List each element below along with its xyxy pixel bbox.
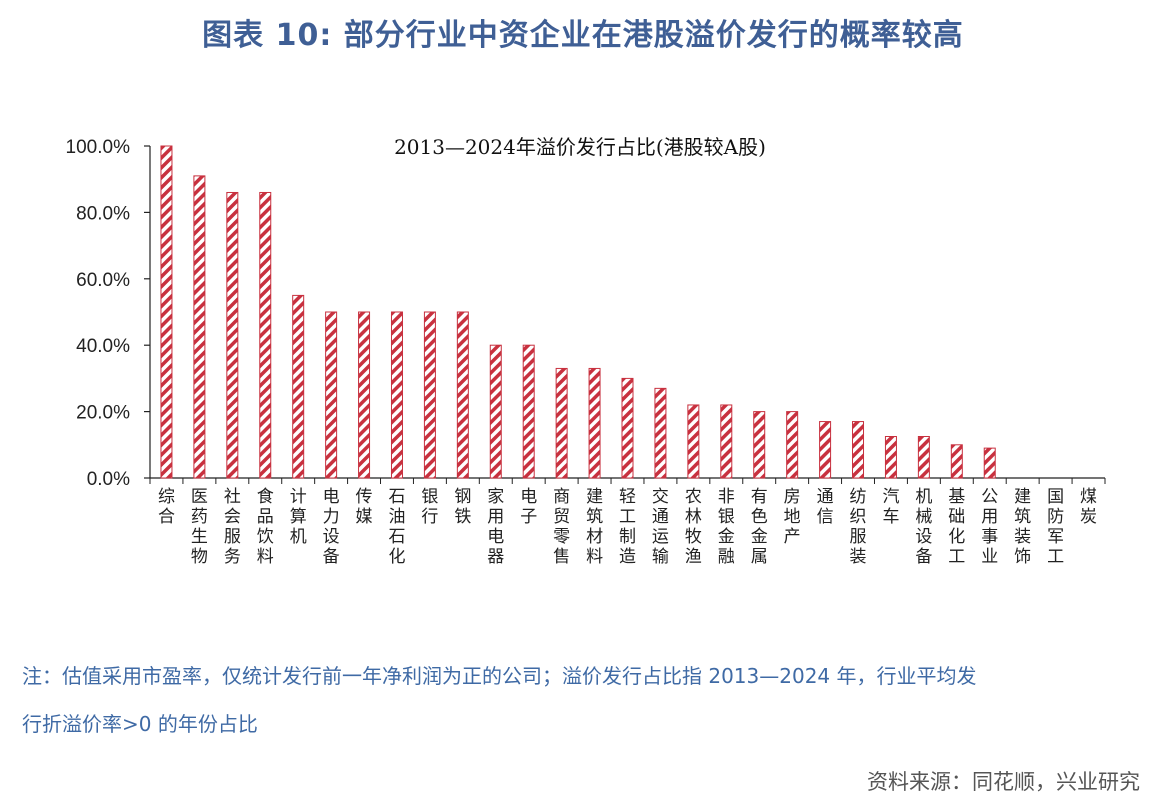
chart-title: 2013—2024年溢价发行占比(港股较A股) (394, 135, 766, 159)
bar (259, 191, 272, 479)
footnote-line-2: 行折溢价率>0 的年份占比 (22, 712, 258, 736)
x-tick-label: 银行 (421, 487, 438, 527)
bar (819, 421, 832, 479)
bar (292, 294, 305, 479)
bar (852, 421, 865, 479)
x-tick-label: 通信 (817, 487, 834, 527)
figure-title: 图表 10: 部分行业中资企业在港股溢价发行的概率较高 (202, 18, 964, 53)
x-tick-label: 电力设备 (323, 487, 340, 567)
x-tick-label: 电子 (520, 487, 537, 527)
bar (423, 311, 436, 479)
y-tick-label: 60.0% (76, 270, 130, 291)
x-tick-label: 有色金属 (751, 487, 768, 567)
bar (588, 367, 601, 479)
bar (160, 145, 173, 479)
y-axis: 0.0% 20.0% 40.0% 60.0% 80.0% 100.0% (66, 137, 151, 490)
bar (917, 436, 930, 479)
bar (193, 175, 206, 479)
bar (522, 344, 535, 479)
bar (654, 387, 667, 479)
x-tick-label: 计算机 (290, 487, 307, 547)
x-tick-label: 机械设备 (915, 487, 932, 567)
x-tick-label: 房地产 (784, 487, 801, 547)
x-tick-label: 非银金融 (718, 487, 735, 567)
x-tick-label: 传媒 (356, 487, 373, 527)
bar (390, 311, 403, 479)
bar-chart: 2013—2024年溢价发行占比(港股较A股) 0.0% 20.0% 40.0% 60… (66, 135, 1106, 567)
bar (555, 367, 568, 479)
y-tick-label: 40.0% (76, 336, 130, 357)
x-tick-label: 国防军工 (1047, 487, 1064, 567)
bar (325, 311, 338, 479)
bar (687, 404, 700, 479)
bar (621, 377, 634, 479)
x-tick-label: 社会服务 (224, 487, 241, 567)
y-tick-label: 0.0% (87, 469, 130, 490)
x-tick-label: 商贸零售 (553, 487, 570, 567)
bar (720, 404, 733, 479)
x-tick-label: 公用事业 (981, 487, 998, 567)
bar (884, 436, 897, 479)
footnote-line-1: 注：估值采用市盈率，仅统计发行前一年净利润为正的公司；溢价发行占比指 2013—… (22, 664, 977, 688)
bar (786, 411, 799, 479)
x-tick-label: 食品饮料 (257, 487, 274, 567)
bar (489, 344, 502, 479)
y-tick-label: 20.0% (76, 403, 130, 424)
y-tick-label: 80.0% (76, 203, 130, 224)
x-tick-label: 医药生物 (191, 487, 208, 567)
x-tick-label: 建筑材料 (586, 487, 603, 567)
bar (753, 411, 766, 479)
x-tick-label: 家用电器 (487, 487, 504, 567)
x-tick-label: 农林牧渔 (685, 487, 702, 567)
x-tick-label: 纺织服装 (850, 487, 867, 567)
bar (950, 444, 963, 479)
x-tick-label: 石油石化 (388, 487, 405, 567)
x-tick-label: 交通运输 (652, 487, 669, 567)
x-tick-label: 轻工制造 (619, 487, 636, 567)
x-tick-label: 综合 (158, 487, 175, 527)
bar (983, 447, 996, 479)
source-note: 资料来源：同花顺，兴业研究 (867, 770, 1140, 794)
x-tick-label: 汽车 (882, 487, 899, 527)
bar (226, 191, 239, 479)
x-tick-label: 建筑装饰 (1014, 487, 1031, 567)
y-tick-label: 100.0% (66, 137, 131, 158)
category-labels: 综合医药生物社会服务食品饮料计算机电力设备传媒石油石化银行钢铁家用电器电子商贸零… (158, 487, 1097, 567)
x-tick-label: 钢铁 (454, 487, 471, 527)
bar (358, 311, 371, 479)
bar (456, 311, 469, 479)
bars (160, 145, 996, 479)
x-tick-label: 基础化工 (948, 487, 965, 567)
x-axis (149, 477, 1106, 484)
x-tick-label: 煤炭 (1080, 487, 1097, 527)
